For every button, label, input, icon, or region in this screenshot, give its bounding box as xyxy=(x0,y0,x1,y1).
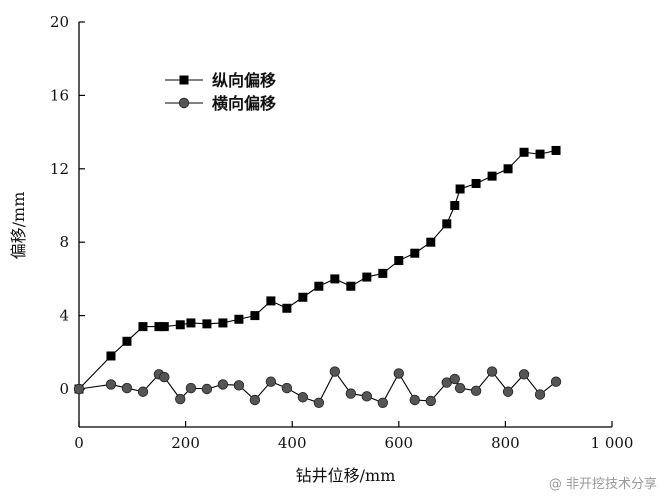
watermark: @ 非开挖技术分享 xyxy=(548,477,657,492)
data-point-square xyxy=(175,320,185,330)
y-axis-title: 偏移/mm xyxy=(9,192,28,260)
data-point-circle xyxy=(233,380,245,391)
data-point-circle xyxy=(73,383,85,395)
data-point-square xyxy=(330,274,340,284)
plot-frame xyxy=(78,22,612,428)
y-axis-ticks: 0 4 8 12 16 20 xyxy=(50,13,85,398)
data-point-square xyxy=(298,292,308,302)
data-point-square xyxy=(551,145,561,155)
series-layer xyxy=(73,145,562,408)
data-point-square xyxy=(159,322,169,332)
data-point-circle xyxy=(121,382,133,394)
x-tick-label: 800 xyxy=(491,434,520,452)
data-point-circle xyxy=(486,366,498,377)
data-point-circle xyxy=(159,371,170,383)
legend-label: 横向偏移 xyxy=(212,94,276,113)
legend-marker-square xyxy=(179,75,189,85)
data-point-circle xyxy=(425,395,436,407)
y-tick-label: 20 xyxy=(50,13,69,31)
data-point-square xyxy=(535,149,545,159)
data-point-square xyxy=(186,318,196,328)
data-point-square xyxy=(450,201,460,210)
data-point-circle xyxy=(105,379,117,390)
data-point-circle xyxy=(409,394,420,406)
data-point-circle xyxy=(175,393,186,405)
data-point-square xyxy=(455,184,465,194)
data-point-square xyxy=(362,272,372,282)
y-tick-label: 4 xyxy=(59,307,69,325)
data-point-square xyxy=(314,281,324,291)
data-point-square xyxy=(122,336,132,346)
data-point-square xyxy=(487,171,497,181)
data-point-square xyxy=(250,311,260,321)
data-point-circle xyxy=(449,373,460,385)
data-point-circle xyxy=(137,386,149,397)
data-point-square xyxy=(442,219,452,229)
data-point-circle xyxy=(249,394,261,406)
data-point-circle xyxy=(550,376,562,387)
data-point-square xyxy=(234,314,244,324)
data-point-square xyxy=(266,296,276,306)
data-point-circle xyxy=(217,379,229,390)
series-lateral xyxy=(73,366,562,408)
data-point-square xyxy=(378,268,388,278)
data-point-circle xyxy=(345,388,357,399)
data-point-circle xyxy=(361,391,373,402)
series-line xyxy=(78,149,557,390)
data-point-square xyxy=(154,322,164,332)
series-longitudinal xyxy=(74,145,561,394)
x-axis-title: 钻井位移/mm xyxy=(296,466,396,485)
data-point-square xyxy=(282,303,292,313)
data-point-circle xyxy=(185,382,197,394)
data-point-circle xyxy=(470,385,482,397)
data-point-circle xyxy=(297,392,309,403)
data-point-square xyxy=(503,164,513,174)
data-point-circle xyxy=(313,397,325,408)
data-point-square xyxy=(471,178,481,188)
y-tick-label: 12 xyxy=(50,160,69,178)
x-tick-label: 1 000 xyxy=(591,434,634,452)
data-point-square xyxy=(426,237,436,247)
data-point-circle xyxy=(329,366,341,377)
data-point-circle xyxy=(281,382,293,394)
data-point-square xyxy=(519,147,529,157)
data-point-circle xyxy=(393,368,405,379)
y-tick-label: 16 xyxy=(50,86,69,104)
data-point-circle xyxy=(518,369,530,380)
legend-label: 纵向偏移 xyxy=(212,71,276,90)
data-point-square xyxy=(106,351,116,361)
data-point-square xyxy=(138,322,148,332)
data-point-circle xyxy=(201,383,213,395)
y-tick-label: 8 xyxy=(59,233,69,251)
data-point-square xyxy=(202,319,212,329)
data-point-square xyxy=(394,256,404,266)
data-point-circle xyxy=(454,382,466,394)
data-point-square xyxy=(218,318,228,328)
data-point-circle xyxy=(377,397,389,408)
x-tick-label: 0 xyxy=(74,434,84,452)
data-point-square xyxy=(410,248,420,258)
x-tick-label: 600 xyxy=(384,434,413,452)
data-point-circle xyxy=(534,389,546,400)
x-tick-label: 200 xyxy=(171,434,200,452)
x-tick-label: 400 xyxy=(278,434,307,452)
y-tick-label: 0 xyxy=(59,380,69,398)
data-point-circle xyxy=(265,376,277,387)
data-point-circle xyxy=(502,386,514,397)
legend-marker-circle xyxy=(178,97,190,109)
data-point-square xyxy=(346,281,356,291)
x-axis-ticks: 0 200 400 600 800 1 000 xyxy=(74,421,633,452)
